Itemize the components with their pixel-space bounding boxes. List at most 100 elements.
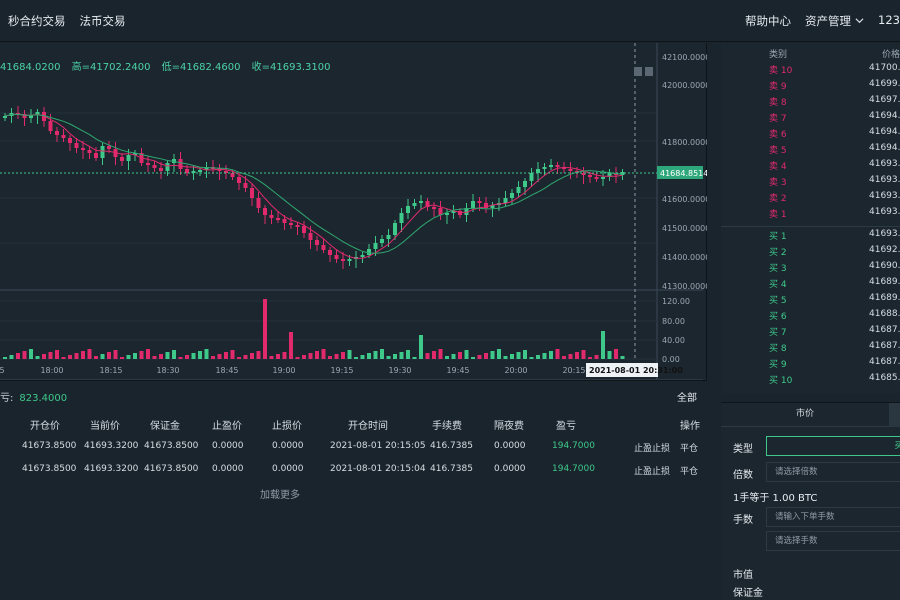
time-tick-label: 19:30 (388, 366, 411, 375)
ob-level-price: 41700.74 (869, 63, 900, 73)
ohlc-low: 低=41682.4600 (161, 62, 241, 73)
ask-row[interactable]: 卖 7 41694.70 (721, 111, 900, 127)
nav-asset-management[interactable]: 资产管理 (805, 13, 864, 29)
col-stop-loss: 止损价 (272, 421, 302, 432)
ob-level-price: 41685.51 (869, 373, 900, 383)
volume-bar (224, 352, 228, 359)
bid-row[interactable]: 买 4 41689.69 (721, 277, 900, 293)
candlestick-chart[interactable]: 42100.0000 42000.0000 41800.0000 41600.0000… (0, 43, 707, 380)
volume-bar (380, 349, 384, 359)
candle (3, 116, 7, 118)
bid-row[interactable]: 买 10 41685.51 (721, 373, 900, 389)
tp-sl-button[interactable]: 止盈止损 (634, 444, 671, 454)
ask-row[interactable]: 卖 9 41699.51 (721, 79, 900, 95)
candle (224, 171, 228, 173)
volume-bar (451, 354, 456, 359)
candle (269, 215, 274, 218)
close-position-button[interactable]: 平仓 (680, 444, 699, 454)
bid-row[interactable]: 买 3 41690.42 (721, 261, 900, 277)
take-profit: 0.0000 (212, 464, 244, 474)
price-tick-label: 41600.0000 (662, 195, 707, 204)
nav-fiat-trade[interactable]: 法币交易 (79, 14, 126, 28)
lot-info: 1手等于 1.00 BTC (733, 493, 818, 504)
ask-row[interactable]: 卖 2 41693.80 (721, 191, 900, 207)
time-tick-label: 18:45 (215, 366, 238, 375)
bid-row[interactable]: 买 1 41693.31 (721, 229, 900, 245)
price-tick-label: 42100.0000 (662, 53, 707, 62)
bid-row[interactable]: 买 7 41687.60 (721, 325, 900, 341)
candle (607, 173, 612, 177)
tp-sl-button[interactable]: 止盈止损 (634, 467, 671, 477)
bid-row[interactable]: 买 8 41687.33 (721, 341, 900, 357)
candle (282, 219, 287, 223)
nav-help-center[interactable]: 帮助中心 (745, 14, 792, 28)
candle (360, 255, 365, 257)
candle (35, 112, 40, 115)
volume-bar (243, 355, 248, 359)
close-position-button[interactable]: 平仓 (680, 467, 699, 477)
ob-col-price: 价格 (881, 50, 900, 60)
volume-bar (354, 357, 358, 359)
pnl-summary-value: 823.4000 (19, 393, 68, 404)
ob-level-label: 卖 5 (769, 146, 787, 156)
chart-toggle-icon (634, 67, 642, 76)
volume-bar (471, 357, 475, 359)
tab-limit[interactable] (889, 403, 900, 427)
tab-market[interactable]: 市价 (721, 403, 889, 427)
candle (562, 167, 566, 169)
volume-bar (607, 351, 612, 359)
bid-row[interactable]: 买 9 41687.15 (721, 357, 900, 373)
candle (373, 243, 378, 249)
lots-select[interactable]: 请选择手数 (766, 531, 900, 551)
ask-row[interactable]: 卖 5 41694.29 (721, 143, 900, 159)
col-take-profit: 止盈价 (212, 421, 242, 432)
volume-bar (139, 351, 144, 359)
bid-row[interactable]: 买 2 41692.33 (721, 245, 900, 261)
candle (334, 255, 339, 259)
ob-level-price: 41688.28 (869, 309, 900, 319)
trade-form: 市价 类型 买 倍数 请选择倍数 1手等于 1.00 BTC 手数 请输入下单手… (721, 402, 900, 600)
candle (588, 175, 592, 177)
price-tick-label: 41400.0000 (662, 253, 707, 262)
type-select[interactable]: 买 (766, 436, 900, 456)
type-value: 买 (894, 441, 900, 451)
ob-level-label: 买 5 (769, 296, 787, 306)
volume-bar (425, 353, 430, 359)
volume-bar (477, 355, 482, 359)
volume-bar (620, 356, 625, 359)
ob-level-label: 买 1 (769, 232, 787, 242)
volume-bar (393, 354, 397, 359)
volume-bar (523, 350, 527, 359)
fee: 416.7385 (430, 464, 473, 474)
kline-chart-panel[interactable]: 42100.0000 42000.0000 41800.0000 41600.0000… (0, 43, 707, 380)
ma-fast-line (4, 113, 623, 259)
candle (107, 146, 111, 149)
ob-level-label: 卖 8 (769, 98, 787, 108)
qty-input[interactable]: 请输入下单手数 (766, 507, 900, 527)
ask-row[interactable]: 卖 3 41693.85 (721, 175, 900, 191)
ask-row[interactable]: 卖 4 41693.86 (721, 159, 900, 175)
ask-row[interactable]: 卖 10 41700.74 (721, 63, 900, 79)
pnl-summary: 亏: 823.4000 (0, 389, 67, 404)
filter-all-button[interactable]: 全部 (677, 393, 697, 404)
candle (55, 131, 59, 135)
bid-row[interactable]: 买 5 41689.68 (721, 293, 900, 309)
nav-user[interactable]: 123 (878, 13, 900, 27)
last-price-label: 41684.8514 (660, 169, 707, 178)
ask-row[interactable]: 卖 6 41694.31 (721, 127, 900, 143)
candle (185, 169, 189, 173)
leverage-select[interactable]: 请选择倍数 (766, 462, 900, 482)
volume-bar (406, 350, 410, 359)
volume-bar (341, 352, 345, 359)
margin-label: 保证金 (733, 588, 763, 599)
ask-row[interactable]: 卖 1 41693.32 (721, 207, 900, 223)
candle (471, 201, 475, 208)
volume-bar (549, 351, 553, 359)
bid-row[interactable]: 买 6 41688.28 (721, 309, 900, 325)
ob-level-label: 卖 9 (769, 82, 787, 92)
volume-bar (516, 352, 521, 359)
nav-second-contract[interactable]: 秒合约交易 (8, 14, 66, 28)
ask-row[interactable]: 卖 8 41697.03 (721, 95, 900, 111)
load-more-button[interactable]: 加载更多 (260, 490, 300, 501)
ohlc-readout: 41684.0200 高=41702.2400 低=41682.4600 收=4… (0, 58, 339, 73)
